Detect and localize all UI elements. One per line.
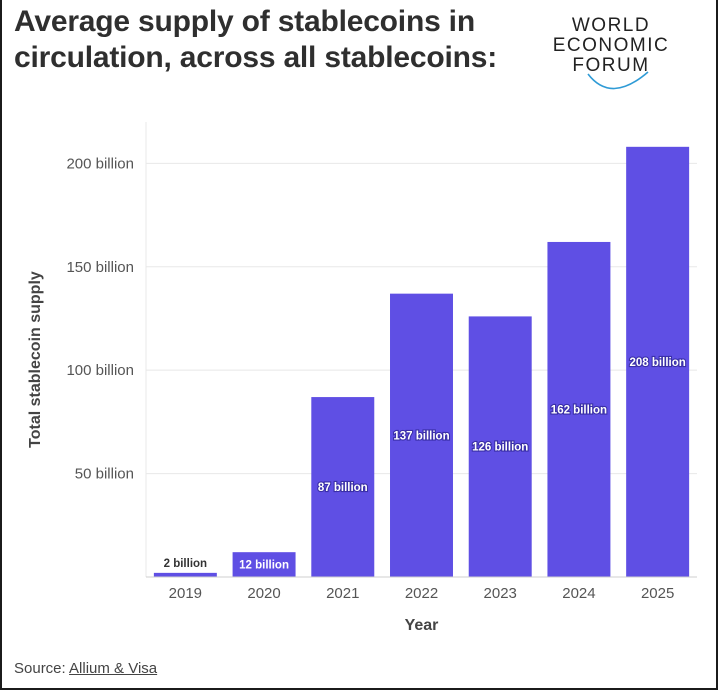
logo-arc-icon [587,71,649,90]
x-axis-ticks: 2019 2020 2021 2022 2023 2024 2025 [169,585,675,602]
x-tick-label: 2019 [169,585,202,602]
bar-2019 [153,572,217,577]
y-tick-label: 100 billion [66,362,134,379]
y-axis-ticks: 50 billion 100 billion 150 billion 200 bill… [66,155,134,482]
x-axis-title: Year [405,617,439,634]
logo-line-economic: ECONOMIC [552,35,670,56]
y-tick-label: 200 billion [66,155,134,172]
data-labels: 2 billion 12 billion 87 billion 137 billion… [164,356,687,572]
y-axis-title: Total stablecoin supply [27,271,44,448]
x-tick-label: 2020 [247,585,280,602]
bar-2020 [232,552,296,577]
data-label-2022: 137 billion [393,430,449,442]
data-label-2021: 87 billion [318,482,368,494]
data-label-2020: 12 billion [239,560,289,572]
bar-2023 [468,316,532,577]
data-label-2019: 2 billion [164,558,207,570]
chart-title: Average supply of stablecoins in circula… [14,5,497,74]
bars [153,146,690,578]
bar-2022 [390,293,453,577]
x-tick-label: 2024 [562,585,595,602]
y-tick-label: 50 billion [75,466,134,483]
bar-2025 [626,146,690,577]
bar-2024 [547,241,611,578]
bar-chart: 50 billion 100 billion 150 billion 200 bill… [27,122,697,634]
x-tick-label: 2021 [326,585,359,602]
source-prefix: Source: [14,660,66,677]
logo-line-forum: FORUM [572,55,650,76]
data-label-2023: 126 billion [472,442,528,454]
x-tick-label: 2023 [484,585,517,602]
x-tick-label: 2025 [641,585,674,602]
bar-2021 [311,397,375,577]
data-label-2025: 208 billion [630,357,686,369]
logo-line-world: WORLD [571,15,651,36]
x-tick-label: 2022 [405,585,438,602]
source-link[interactable]: Allium & Visa [69,660,158,677]
wef-logo: WORLD ECONOMIC FORUM [536,12,686,98]
data-label-2024: 162 billion [551,404,607,416]
source-note: Source: Allium & Visa [14,660,157,677]
y-tick-label: 150 billion [66,259,134,276]
